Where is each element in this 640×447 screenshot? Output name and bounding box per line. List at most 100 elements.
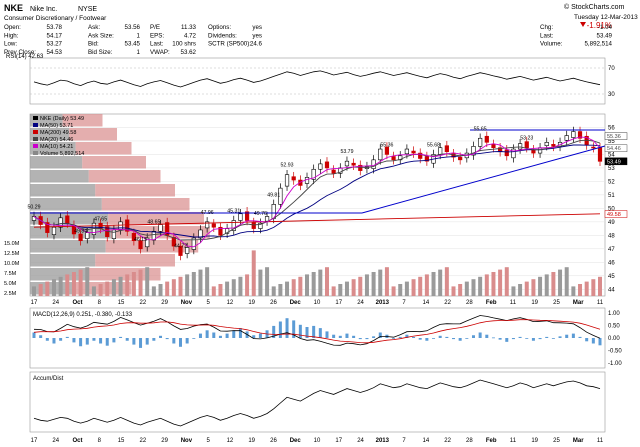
quote-value: yes [252, 32, 262, 39]
volume-bar [285, 281, 290, 296]
quote-label: Bid Size: [88, 49, 113, 56]
volume-bar [518, 284, 523, 296]
x-axis-bottom: 17 24 Oct 8 15 22 29 Nov 5 12 19 26 Dec 10 17 24 2013 7 14… [31, 438, 604, 444]
rsi-tick-30: 30 [608, 92, 615, 98]
vbp-bar-up [95, 184, 175, 197]
x-tick: Dec [290, 438, 302, 444]
candle [331, 169, 336, 174]
company-name: Nike Inc. [30, 6, 57, 13]
volume-bar [311, 272, 316, 296]
volume-bar [131, 272, 136, 296]
candle [391, 156, 396, 161]
volume-bar [218, 284, 223, 296]
volume-bar [391, 286, 396, 296]
x-tick: 19 [248, 438, 255, 444]
volume-bar [58, 276, 63, 296]
candle [478, 137, 483, 147]
price-label: 49.81 [267, 192, 280, 198]
macd-hist-bar [172, 338, 176, 344]
volume-bar [564, 267, 569, 296]
macd-hist-bar [232, 330, 236, 338]
vbp-bar-up [62, 114, 103, 127]
volume-bar [65, 274, 70, 296]
volume-bar [491, 272, 496, 296]
price-panel: 50.29 49.84 47.65 46.15 48.65 44.72 47.96 45.31… [4, 113, 628, 297]
x-tick: 28 [466, 438, 473, 444]
candle [31, 216, 37, 221]
volume-bar [45, 281, 50, 296]
price-tick: 49 [608, 220, 615, 226]
macd-hist-bar [72, 338, 76, 343]
exchange-label: NYSE [78, 6, 97, 13]
legend-swatch [33, 151, 38, 155]
price-label: 47.96 [201, 210, 214, 216]
candle [418, 152, 423, 159]
volume-bar [451, 286, 456, 296]
quote-value: 4.72 [184, 32, 197, 39]
rsi-tick-70: 70 [608, 66, 615, 72]
right-label-box [604, 144, 628, 152]
volume-bar [265, 267, 270, 296]
candle [65, 215, 70, 224]
macd-hist-bar [218, 335, 222, 338]
candle [564, 135, 569, 141]
macd-hist-bar [565, 334, 569, 338]
price-tick: 46 [608, 260, 615, 266]
volume-bar [544, 274, 549, 296]
x-tick: 11 [597, 438, 604, 444]
x-tick: 24 [357, 438, 364, 444]
x-tick: Feb [486, 300, 497, 306]
candle [218, 226, 223, 236]
candle [191, 237, 196, 250]
candle [571, 131, 576, 138]
quote-label: Prev Close: [4, 49, 36, 56]
candle [78, 233, 83, 242]
quote-value: 53.49 [597, 32, 613, 39]
quote-label: Low: [4, 41, 17, 48]
candle [351, 162, 356, 166]
x-tick: 19 [531, 438, 538, 444]
price-label: 48.65 [147, 219, 160, 225]
volume-bar [211, 286, 216, 296]
x-tick: 14 [423, 300, 430, 306]
candle [231, 220, 236, 231]
quote-label: Ask Size: [88, 32, 114, 39]
vbp-bar-up [69, 128, 117, 141]
volume-bar [344, 281, 349, 296]
vbp-bar-down [30, 254, 96, 267]
candle [444, 145, 449, 153]
right-label-box [604, 157, 628, 166]
macd-hist-bar [105, 338, 109, 346]
quote-grid: Open: 53.78 High: 54.17 Low: 53.27 Prev Close:… [4, 24, 613, 56]
price-label: 45.31 [227, 209, 240, 215]
candle [178, 245, 183, 256]
volume-bar [298, 276, 303, 296]
price-tick: 53 [608, 166, 615, 172]
volume-bar [91, 286, 96, 296]
volume-bar [71, 272, 76, 296]
quote-label: Open: [4, 24, 21, 31]
vbp-bar-down [30, 198, 102, 211]
x-tick: 17 [335, 300, 342, 306]
volume-bar [291, 279, 296, 296]
macd-hist-bar [139, 338, 143, 348]
macd-hist-bar [212, 332, 216, 338]
volume-bar [504, 267, 509, 296]
uptrend-line [361, 145, 606, 214]
ma-line [33, 213, 601, 228]
volume-tick: 2.5M [4, 291, 17, 297]
macd-panel: MACD(12,26,9) 0.251, -0.380, -0.133 1.00… [29, 307, 622, 369]
x-tick: 2013 [376, 438, 390, 444]
macd-hist-bar [478, 332, 482, 338]
macd-hist-bar [185, 338, 189, 344]
volume-bar [438, 269, 443, 296]
x-tick: Mar [573, 300, 584, 306]
price-axis: 56 55 54 53 52 51 50 49 48 47 46 45 44 [608, 125, 615, 293]
volume-bar [178, 276, 183, 296]
macd-hist-bar [485, 334, 489, 338]
macd-hist-bar [85, 338, 89, 345]
x-tick: 2013 [376, 300, 390, 306]
volume-bar [551, 272, 556, 296]
macd-hist-bar [452, 338, 456, 340]
